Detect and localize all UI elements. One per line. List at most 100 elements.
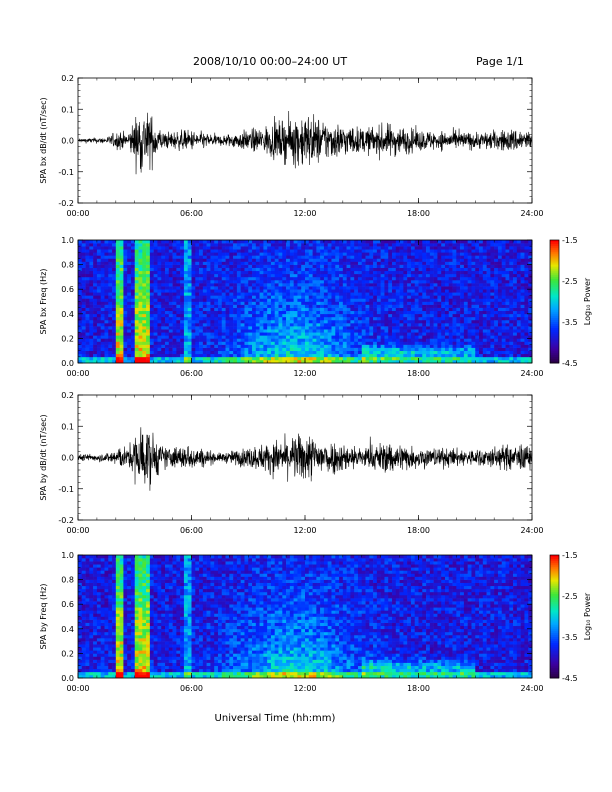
spectrogram-cell bbox=[388, 326, 392, 329]
spectrogram-cell bbox=[150, 305, 154, 308]
spectrogram-cell bbox=[366, 311, 370, 314]
spectrogram-cell bbox=[506, 335, 510, 338]
spectrogram-cell bbox=[233, 292, 237, 295]
spectrogram-cell bbox=[468, 308, 472, 311]
spectrogram-cell bbox=[464, 329, 468, 332]
spectrogram-cell bbox=[400, 317, 404, 320]
spectrogram-cell bbox=[256, 265, 260, 268]
spectrogram-cell bbox=[449, 280, 453, 283]
spectrogram-cell bbox=[252, 302, 256, 305]
spectrogram-cell bbox=[517, 249, 521, 252]
spectrogram-cell bbox=[513, 295, 517, 298]
spectrogram-cell bbox=[366, 292, 370, 295]
spectrogram-cell bbox=[169, 274, 173, 277]
spectrogram-cell bbox=[460, 335, 464, 338]
spectrogram-cell bbox=[192, 314, 196, 317]
spectrogram-cell bbox=[139, 265, 143, 268]
spectrogram-cell bbox=[490, 345, 494, 348]
spectrogram-cell bbox=[173, 292, 177, 295]
spectrogram-cell bbox=[328, 262, 332, 265]
spectrogram-cell bbox=[384, 295, 388, 298]
spectrogram-cell bbox=[494, 271, 498, 274]
spectrogram-cell bbox=[400, 271, 404, 274]
spectrogram-cell bbox=[305, 265, 309, 268]
spectrogram-cell bbox=[422, 348, 426, 351]
spectrogram-cell bbox=[377, 348, 381, 351]
spectrogram-cell bbox=[139, 308, 143, 311]
spectrogram-cell bbox=[513, 308, 517, 311]
spectrogram-cell bbox=[176, 332, 180, 335]
spectrogram-cell bbox=[475, 329, 479, 332]
spectrogram-cell bbox=[509, 320, 513, 323]
spectrogram-cell bbox=[468, 283, 472, 286]
spectrogram-cell bbox=[248, 268, 252, 271]
spectrogram-cell bbox=[297, 323, 301, 326]
spectrogram-cell bbox=[468, 249, 472, 252]
spectrogram-cell bbox=[86, 338, 90, 341]
spectrogram-cell bbox=[120, 255, 124, 258]
spectrogram-cell bbox=[123, 295, 127, 298]
spectrogram-cell bbox=[354, 338, 358, 341]
spectrogram-cell bbox=[207, 354, 211, 357]
spectrogram-cell bbox=[207, 258, 211, 261]
spectrogram-cell bbox=[112, 320, 116, 323]
spectrogram-cell bbox=[449, 286, 453, 289]
spectrogram-cell bbox=[320, 308, 324, 311]
spectrogram-cell bbox=[218, 329, 222, 332]
spectrogram-cell bbox=[490, 249, 494, 252]
spectrogram-cell bbox=[214, 292, 218, 295]
spectrogram-cell bbox=[282, 271, 286, 274]
spectrogram-cell bbox=[97, 302, 101, 305]
spectrogram-cell bbox=[173, 265, 177, 268]
spectrogram-cell bbox=[290, 252, 294, 255]
spectrogram-cell bbox=[521, 329, 525, 332]
spectrogram-cell bbox=[456, 302, 460, 305]
spectrogram-cell bbox=[282, 286, 286, 289]
spectrogram-cell bbox=[456, 271, 460, 274]
spectrogram-cell bbox=[509, 249, 513, 252]
spectrogram-cell bbox=[513, 249, 517, 252]
spectrogram-cell bbox=[146, 308, 150, 311]
spectrogram-cell bbox=[381, 351, 385, 354]
spectrogram-cell bbox=[471, 262, 475, 265]
spectrogram-cell bbox=[275, 255, 279, 258]
spectrogram-cell bbox=[377, 271, 381, 274]
spectrogram-cell bbox=[328, 335, 332, 338]
spectrogram-cell bbox=[305, 338, 309, 341]
spectrogram-cell bbox=[441, 295, 445, 298]
spectrogram-cell bbox=[324, 246, 328, 249]
spectrogram-cell bbox=[366, 323, 370, 326]
spectrogram-cell bbox=[142, 302, 146, 305]
spectrogram-cell bbox=[331, 268, 335, 271]
spectrogram-cell bbox=[309, 240, 313, 243]
spectrogram-cell bbox=[487, 240, 491, 243]
spectrogram-cell bbox=[218, 354, 222, 357]
spectrogram-cell bbox=[471, 255, 475, 258]
spectrogram-cell bbox=[120, 265, 124, 268]
spectrogram-cell bbox=[301, 323, 305, 326]
spectrogram-cell bbox=[150, 292, 154, 295]
spectrogram-cell bbox=[226, 289, 230, 292]
spectrogram-cell bbox=[513, 329, 517, 332]
spectrogram-cell bbox=[229, 271, 233, 274]
spectrogram-cell bbox=[381, 320, 385, 323]
spectrogram-cell bbox=[161, 249, 165, 252]
spectrogram-cell bbox=[430, 348, 434, 351]
spectrogram-cell bbox=[456, 323, 460, 326]
spectrogram-cell bbox=[324, 298, 328, 301]
spectrogram-cell bbox=[188, 283, 192, 286]
spectrogram-cell bbox=[161, 354, 165, 357]
spectrogram-cell bbox=[97, 351, 101, 354]
spectrogram-cell bbox=[82, 246, 86, 249]
spectrogram-cell bbox=[282, 314, 286, 317]
spectrogram-cell bbox=[207, 252, 211, 255]
spectrogram-cell bbox=[282, 258, 286, 261]
spectrogram-cell bbox=[214, 289, 218, 292]
spectrogram-cell bbox=[157, 246, 161, 249]
spectrogram-cell bbox=[89, 351, 93, 354]
spectrogram-cell bbox=[377, 317, 381, 320]
spectrogram-cell bbox=[475, 249, 479, 252]
spectrogram-cell bbox=[335, 298, 339, 301]
spectrogram-cell bbox=[396, 338, 400, 341]
spectrogram-cell bbox=[180, 357, 184, 360]
